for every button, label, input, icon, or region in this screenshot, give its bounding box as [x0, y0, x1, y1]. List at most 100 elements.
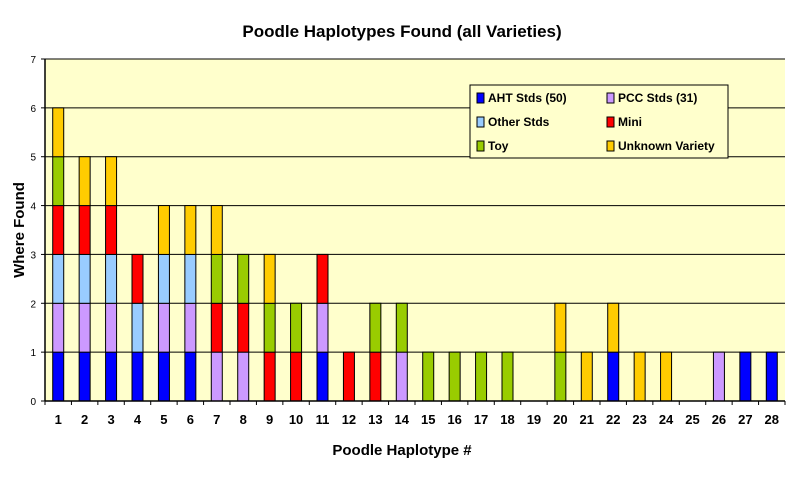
bar-segment [157, 205, 170, 255]
bar-segment [660, 351, 673, 402]
bar-segment [52, 156, 65, 207]
bar-segment [78, 351, 91, 402]
x-tick-label: 6 [187, 412, 194, 427]
bar-segment [184, 351, 197, 402]
legend-swatch [606, 140, 615, 152]
bar-segment [290, 302, 303, 353]
bar-segment [237, 351, 250, 402]
legend-label: PCC Stds (31) [618, 91, 697, 105]
chart-title: Poodle Haplotypes Found (all Varieties) [242, 22, 561, 41]
y-tick-label: 1 [30, 348, 36, 359]
y-tick-label: 5 [30, 153, 36, 164]
x-tick-label: 13 [368, 412, 382, 427]
bar-segment [237, 253, 250, 304]
bar-segment [263, 351, 276, 402]
bar-segment [633, 351, 646, 402]
x-tick-label: 4 [134, 412, 142, 427]
bar-segment [342, 351, 355, 402]
x-tick-label: 12 [342, 412, 356, 427]
x-tick-label: 28 [765, 412, 779, 427]
legend-label: Mini [618, 115, 642, 129]
bar-segment [422, 351, 435, 402]
bar-segment [105, 302, 118, 353]
bar-segment [263, 302, 276, 353]
bar-segment [316, 302, 329, 353]
x-tick-label: 1 [55, 412, 62, 427]
bar-segment [210, 302, 223, 353]
legend: AHT Stds (50) PCC Stds (31) Other Stds Mini… [469, 84, 729, 159]
legend-swatch [476, 140, 485, 152]
bar-segment [157, 351, 170, 402]
y-tick-label: 7 [30, 55, 36, 66]
bar-segment [157, 302, 170, 353]
x-tick-label: 26 [712, 412, 726, 427]
bar-segment [501, 351, 514, 402]
legend-label: Other Stds [488, 115, 550, 129]
legend-label: Unknown Variety [618, 139, 715, 153]
x-tick-label: 22 [606, 412, 620, 427]
x-axis-label: Poodle Haplotype # [332, 442, 472, 459]
x-tick-label: 27 [738, 412, 752, 427]
bar-segment [316, 351, 329, 402]
bar-segment [607, 302, 620, 353]
bar-segment [765, 351, 778, 402]
bar-segment [607, 351, 620, 402]
y-tick-label: 3 [30, 250, 36, 261]
x-tick-label: 17 [474, 412, 488, 427]
bar-segment [210, 351, 223, 402]
bar-segment [184, 253, 197, 304]
x-tick-label: 8 [240, 412, 247, 427]
x-tick-label: 21 [580, 412, 594, 427]
x-tick-label: 18 [500, 412, 514, 427]
bar-segment [580, 351, 593, 402]
bar-segment [712, 351, 725, 402]
x-tick-label: 25 [685, 412, 699, 427]
y-tick-label: 6 [30, 104, 36, 115]
legend-swatch [606, 92, 615, 104]
bar-segment [237, 302, 250, 353]
bar-segment [369, 302, 382, 353]
bar-segment [210, 253, 223, 304]
x-tick-label: 15 [421, 412, 435, 427]
bar-segment [554, 302, 567, 353]
x-tick-label: 5 [160, 412, 167, 427]
bar-segment [475, 351, 488, 402]
bar-segment [184, 302, 197, 353]
bar-segment [184, 205, 197, 255]
bar-segment [290, 351, 303, 402]
x-tick-label: 23 [632, 412, 646, 427]
x-tick-label: 14 [395, 412, 410, 427]
bar-segment [395, 302, 408, 353]
bar-segment [316, 253, 329, 304]
bar-segment [78, 302, 91, 353]
legend-swatch [606, 116, 615, 128]
bar-segment [105, 253, 118, 304]
bar-segment [448, 351, 461, 402]
x-tick-label: 9 [266, 412, 273, 427]
bar-segment [52, 253, 65, 304]
y-tick-label: 2 [30, 299, 36, 310]
bar-segment [369, 351, 382, 402]
y-axis-label: Where Found [11, 182, 28, 278]
bar-segment [210, 205, 223, 255]
x-tick-label: 11 [316, 412, 330, 427]
bar-segment [78, 205, 91, 255]
bar-segment [52, 302, 65, 353]
bar-segment [395, 351, 408, 402]
legend-swatch [476, 116, 485, 128]
bar-segment [78, 156, 91, 207]
legend-label: Toy [488, 139, 509, 153]
x-tick-label: 3 [107, 412, 114, 427]
bar-segment [263, 253, 276, 304]
y-tick-label: 4 [30, 202, 36, 213]
x-tick-label: 10 [289, 412, 303, 427]
bar-segment [52, 351, 65, 402]
legend-box [469, 84, 729, 159]
bar-segment [105, 205, 118, 255]
x-tick-label: 16 [447, 412, 461, 427]
legend-swatch [476, 92, 485, 104]
y-tick-label: 0 [30, 397, 36, 408]
bar-segment [131, 302, 144, 353]
